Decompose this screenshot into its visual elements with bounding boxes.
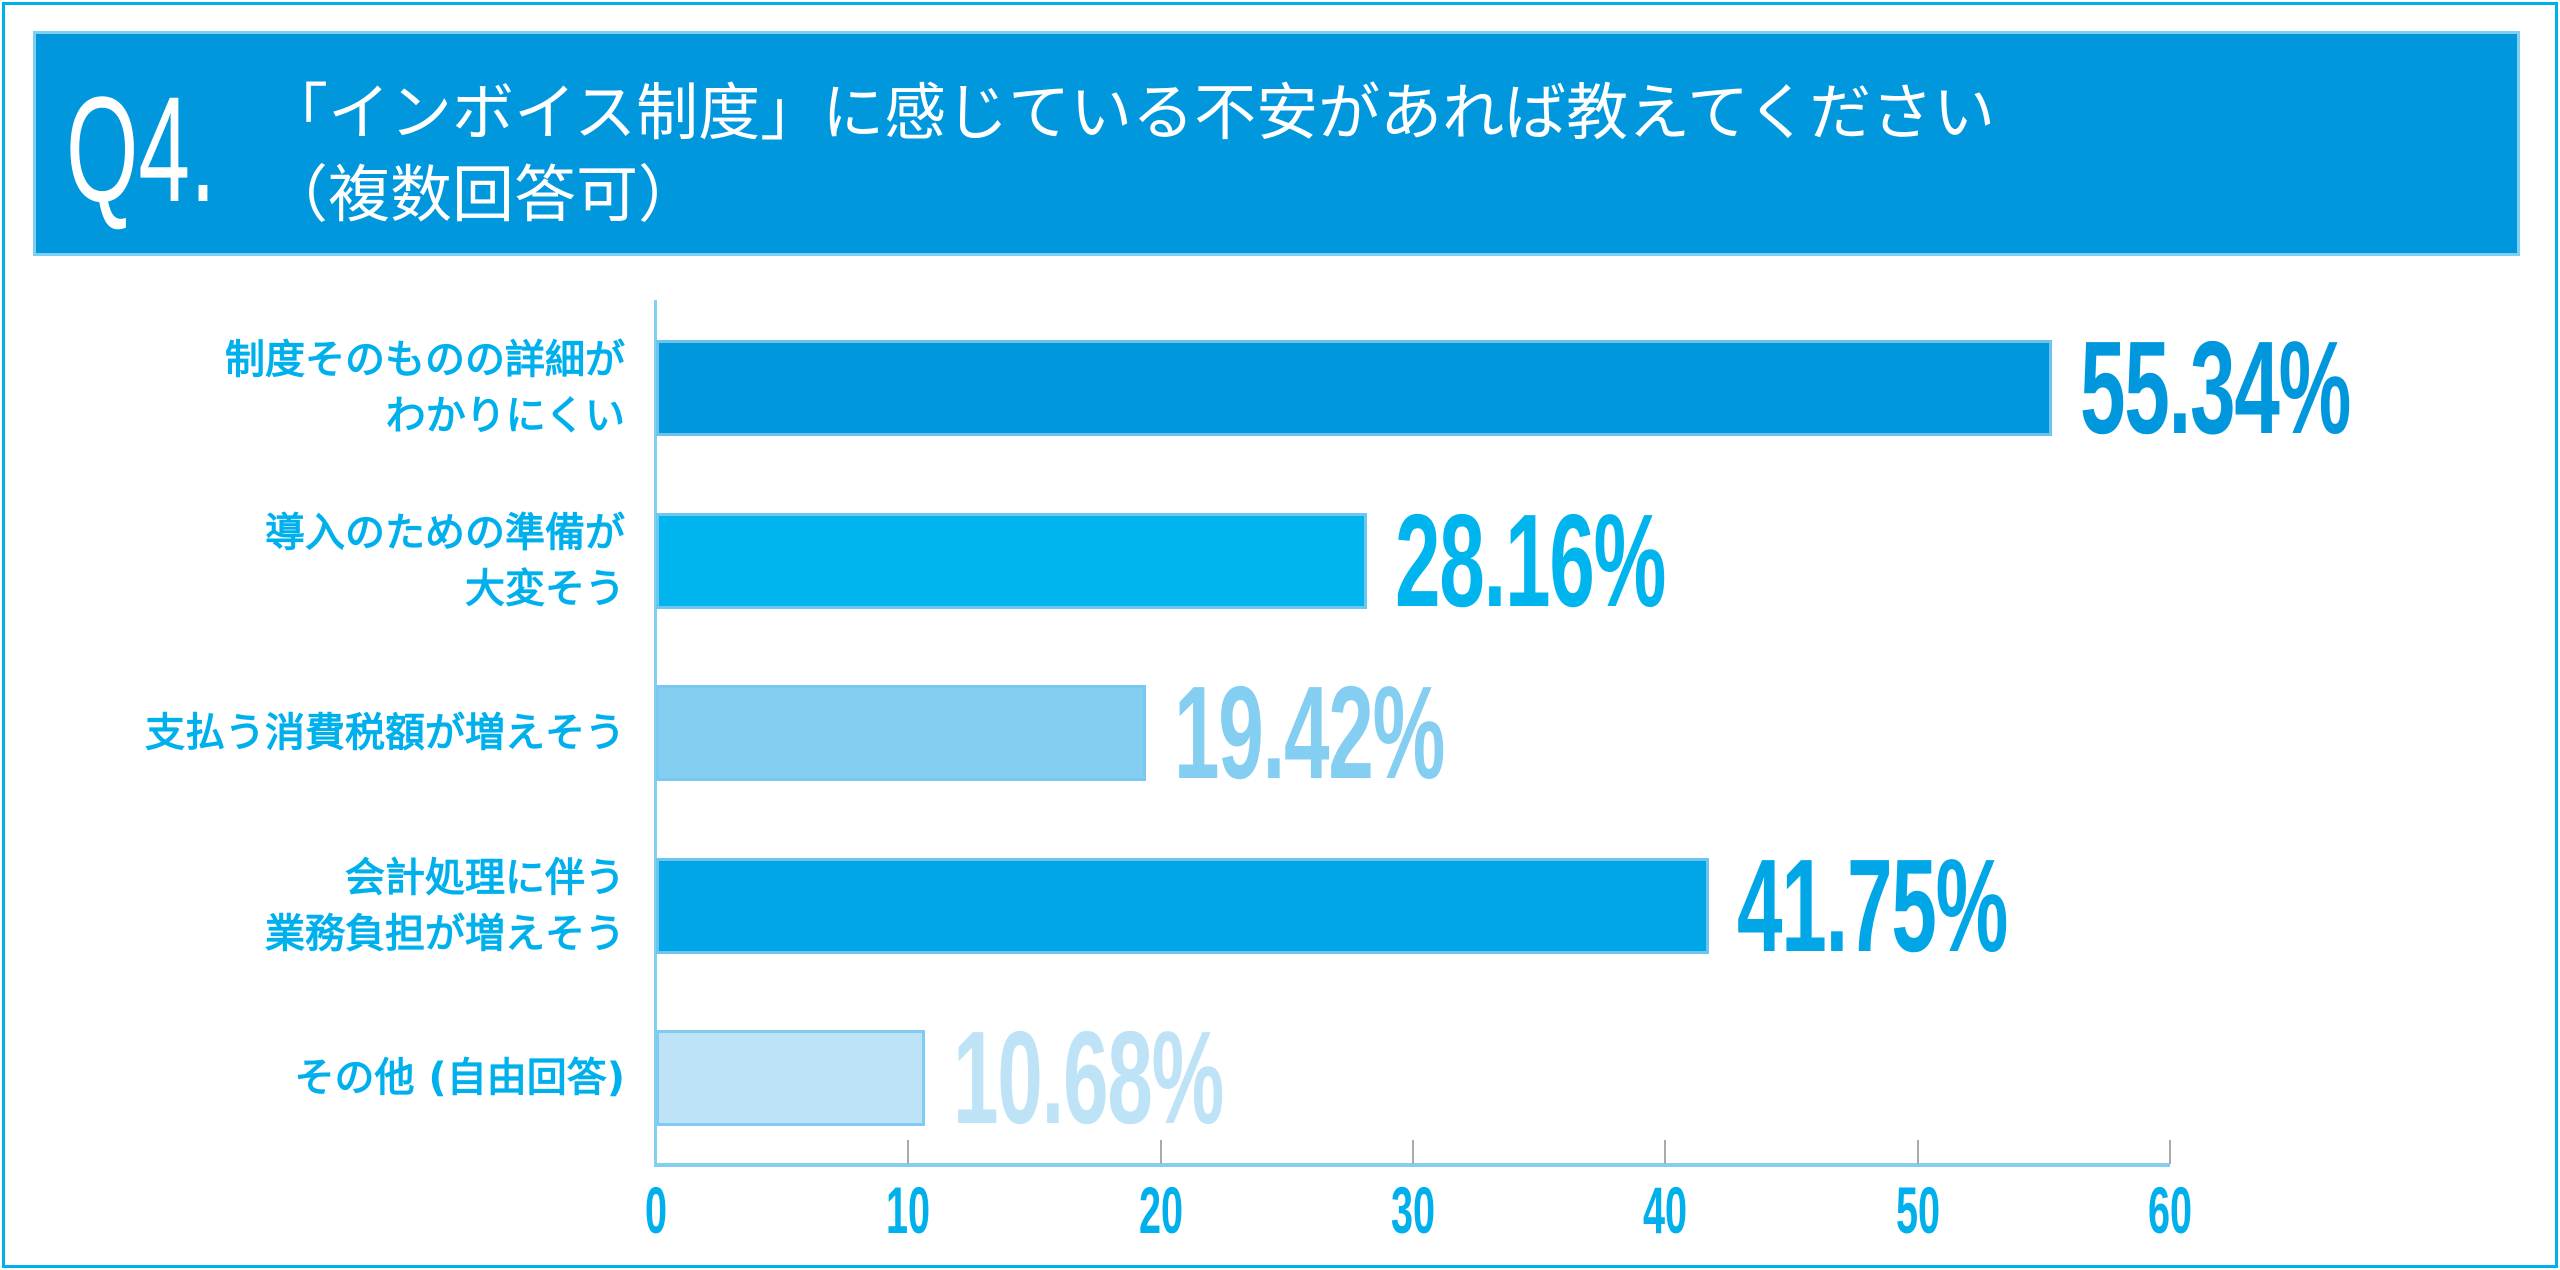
category-label: 制度そのものの詳細がわかりにくい xyxy=(25,332,625,444)
category-label-line: 大変そう xyxy=(465,565,625,612)
x-tick-label: 10 xyxy=(886,1173,931,1247)
category-label-line: その他 (自由回答) xyxy=(294,1055,626,1101)
category-label-line: 導入のための準備が xyxy=(265,509,625,556)
bar xyxy=(656,512,1367,609)
category-label-line: 会計処理に伴う xyxy=(345,854,625,901)
category-label: その他 (自由回答) xyxy=(25,1050,626,1106)
bar xyxy=(656,685,1147,781)
y-axis-line xyxy=(654,300,657,1167)
data-label: 41.75% xyxy=(1737,831,2008,979)
x-tick xyxy=(1664,1140,1667,1164)
category-label: 支払う消費税額が増えそう xyxy=(25,705,625,761)
x-axis-line xyxy=(654,1163,2170,1167)
x-tick xyxy=(2169,1140,2171,1164)
x-tick-label: 60 xyxy=(2147,1173,2193,1247)
bar xyxy=(656,1030,926,1126)
category-label-line: 業務負担が増えそう xyxy=(265,910,625,957)
x-tick xyxy=(1412,1140,1414,1164)
question-title: 「インボイス制度」に感じている不安があれば教えてください （複数回答可） xyxy=(266,72,1995,236)
x-tick-label: 40 xyxy=(1643,1173,1688,1247)
bar xyxy=(656,857,1710,954)
x-tick-label: 0 xyxy=(644,1173,668,1247)
data-label: 10.68% xyxy=(953,1004,1224,1151)
category-label-line: わかりにくい xyxy=(385,393,625,439)
x-tick-label: 30 xyxy=(1390,1173,1436,1247)
data-label: 19.42% xyxy=(1174,659,1445,806)
category-label-line: 支払う消費税額が増えそう xyxy=(145,710,625,756)
category-label: 導入のための準備が大変そう xyxy=(25,505,625,617)
x-tick xyxy=(1159,1140,1162,1164)
x-tick-label: 20 xyxy=(1138,1173,1183,1247)
category-label-line: 制度そのものの詳細が xyxy=(225,337,625,383)
category-label: 会計処理に伴う業務負担が増えそう xyxy=(25,850,625,962)
title-line-2: （複数回答可） xyxy=(266,158,701,231)
x-tick xyxy=(1916,1140,1919,1164)
title-line-1: 「インボイス制度」に感じている不安があれば教えてください xyxy=(266,76,1996,149)
x-tick-label: 50 xyxy=(1895,1173,1940,1247)
x-tick xyxy=(907,1140,910,1164)
data-label: 28.16% xyxy=(1394,486,1666,634)
bar xyxy=(656,340,2053,436)
data-label: 55.34% xyxy=(2080,314,2351,461)
question-header: Q4. 「インボイス制度」に感じている不安があれば教えてください （複数回答可） xyxy=(33,31,2520,256)
question-number: Q4. xyxy=(66,65,216,233)
